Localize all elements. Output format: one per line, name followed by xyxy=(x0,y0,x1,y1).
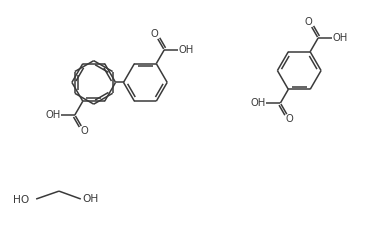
Text: OH: OH xyxy=(45,110,61,120)
Text: O: O xyxy=(286,114,294,124)
Text: O: O xyxy=(151,29,159,39)
Text: O: O xyxy=(305,17,313,27)
Text: O: O xyxy=(80,126,88,136)
Text: OH: OH xyxy=(251,98,266,108)
Text: OH: OH xyxy=(83,194,99,204)
Text: HO: HO xyxy=(13,195,29,205)
Text: OH: OH xyxy=(332,33,348,43)
Text: OH: OH xyxy=(178,45,194,55)
